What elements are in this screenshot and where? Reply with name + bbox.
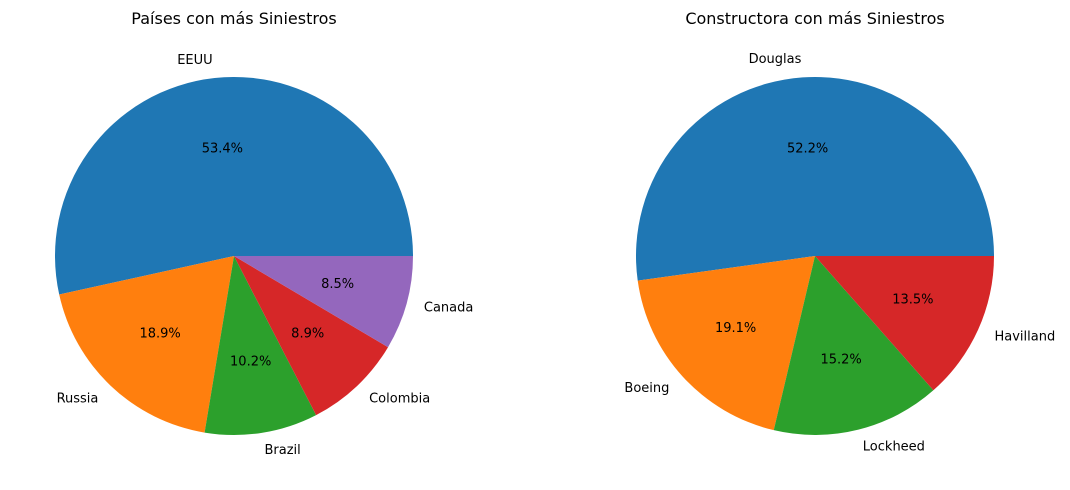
slice-percent-label: 18.9% xyxy=(139,326,180,341)
pie-slice-canada xyxy=(234,256,413,348)
pie-slice-havilland xyxy=(815,256,994,391)
slice-label: Russia xyxy=(57,391,99,406)
slice-label: Colombia xyxy=(369,392,430,407)
pie-slice-colombia xyxy=(234,256,389,416)
slice-percent-label: 13.5% xyxy=(892,293,933,308)
slice-label: Douglas xyxy=(749,52,802,67)
slice-label: Brazil xyxy=(265,443,301,458)
slice-label: EEUU xyxy=(177,53,212,68)
pie-slice-lockheed xyxy=(773,256,934,435)
chart-title: Constructora con más Siniestros xyxy=(685,9,944,28)
pie-slice-russia xyxy=(59,256,235,433)
slice-label: Boeing xyxy=(624,381,669,396)
pie-chart-manufacturers: Douglas 52.2% Boeing 19.1% Lockheed 15.2% Havi… xyxy=(624,9,1055,455)
slice-percent-label: 52.2% xyxy=(787,141,828,156)
slice-percent-label: 8.9% xyxy=(291,327,324,342)
pie-slice-brazil xyxy=(204,256,317,436)
slice-label: Havilland xyxy=(995,330,1056,345)
slice-percent-label: 8.5% xyxy=(321,277,354,292)
slice-percent-label: 15.2% xyxy=(820,353,861,368)
pie-slice-douglas xyxy=(636,76,994,281)
slice-label: Canada xyxy=(424,301,473,316)
pie-slice-boeing xyxy=(637,256,815,431)
slice-percent-label: 10.2% xyxy=(230,355,271,370)
chart-title: Países con más Siniestros xyxy=(131,9,336,28)
slice-label: Lockheed xyxy=(863,440,925,455)
pie-chart-countries: EEUU 53.4% Russia 18.9% Brazil 10.2% Colombia 8… xyxy=(54,9,473,458)
pie-slice-eeuu xyxy=(54,76,414,295)
slice-percent-label: 19.1% xyxy=(715,321,756,336)
slice-percent-label: 53.4% xyxy=(202,142,243,157)
